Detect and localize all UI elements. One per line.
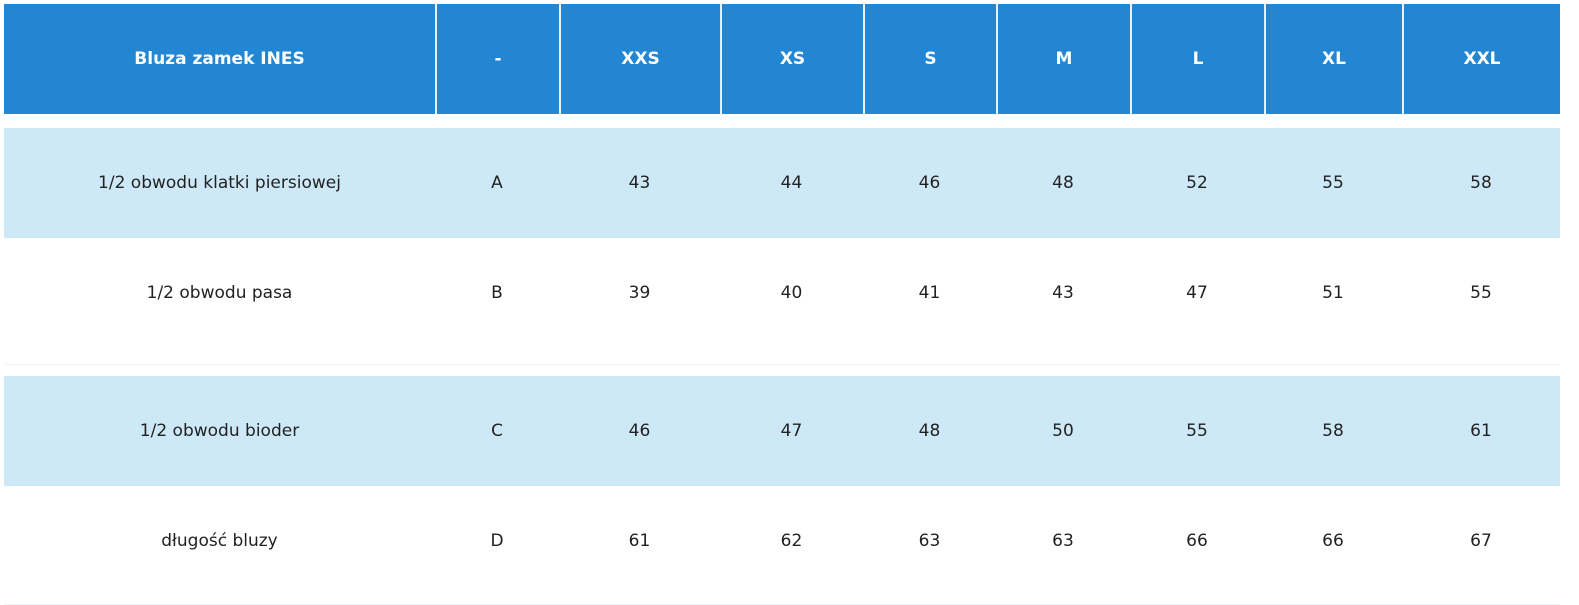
- row-background: [4, 238, 1560, 365]
- table-cell: 46: [918, 173, 941, 193]
- table-cell: 40: [780, 283, 803, 303]
- table-cell: 47: [780, 421, 803, 441]
- table-cell: 55: [1470, 283, 1492, 303]
- table-cell: 67: [1470, 531, 1492, 551]
- header-cell: XXL: [1402, 4, 1560, 114]
- table-cell: C: [491, 421, 503, 441]
- row-background: [4, 376, 1560, 486]
- header-cell: M: [996, 4, 1130, 114]
- header-cell: XS: [720, 4, 863, 114]
- table-cell: 58: [1322, 421, 1344, 441]
- table-cell: 48: [1052, 173, 1074, 193]
- table-cell: 55: [1186, 421, 1208, 441]
- table-cell: 52: [1186, 173, 1208, 193]
- table-cell: 41: [918, 283, 941, 303]
- table-cell: 63: [918, 531, 941, 551]
- table-cell: 47: [1186, 283, 1208, 303]
- table-cell: 58: [1470, 173, 1492, 193]
- row-label: 1/2 obwodu pasa: [146, 283, 293, 303]
- table-cell: 48: [918, 421, 941, 441]
- table-cell: A: [491, 173, 503, 193]
- table-cell: 61: [628, 531, 651, 551]
- table-cell: 50: [1052, 421, 1074, 441]
- table-cell: 55: [1322, 173, 1344, 193]
- table-cell: 61: [1470, 421, 1492, 441]
- table-cell: 43: [1052, 283, 1074, 303]
- header-cell: -: [435, 4, 559, 114]
- table-cell: 66: [1186, 531, 1208, 551]
- table-cell: 63: [1052, 531, 1074, 551]
- table-cell: D: [490, 531, 504, 551]
- table-cell: 44: [780, 173, 803, 193]
- table-cell: 62: [780, 531, 803, 551]
- header-cell: S: [863, 4, 996, 114]
- header-cell: XL: [1264, 4, 1402, 114]
- table-cell: 66: [1322, 531, 1344, 551]
- row-label: 1/2 obwodu klatki piersiowej: [98, 173, 341, 193]
- table-cell: 43: [628, 173, 651, 193]
- header-cell: L: [1130, 4, 1264, 114]
- header-cell: XXS: [559, 4, 720, 114]
- row-label: długość bluzy: [161, 531, 278, 551]
- row-background: [4, 128, 1560, 238]
- table-cell: 51: [1322, 283, 1344, 303]
- table-cell: 39: [628, 283, 651, 303]
- table-cell: 46: [628, 421, 651, 441]
- row-label: 1/2 obwodu bioder: [139, 421, 300, 441]
- table-cell: B: [491, 283, 503, 303]
- header-cell: Bluza zamek INES: [4, 4, 435, 114]
